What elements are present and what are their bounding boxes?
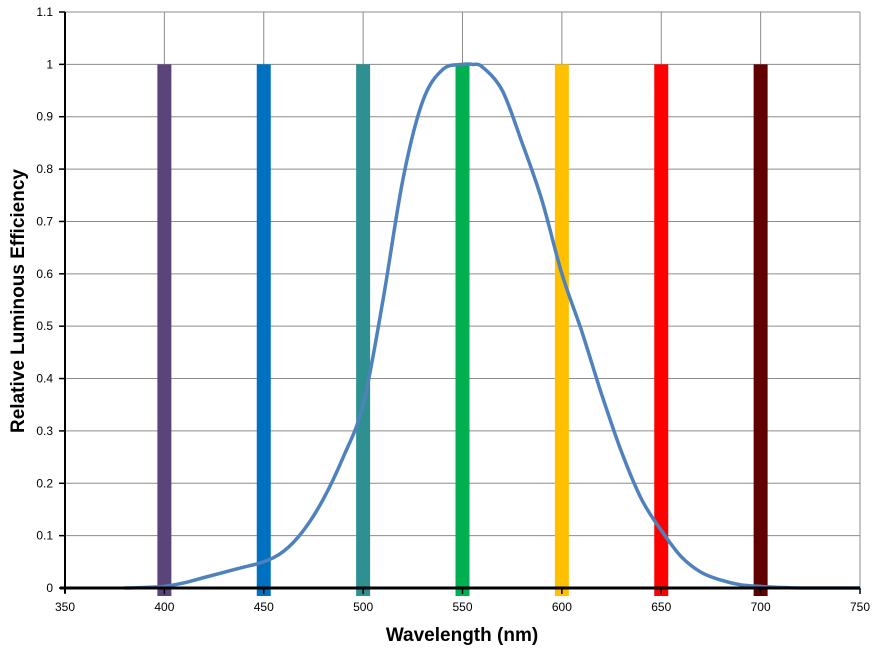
tick-labels: 350 400 450 500 550 600 650 700 750 0 0.1 0.2 0.3 0.4… xyxy=(36,5,870,614)
y-tick-label-0: 0 xyxy=(46,581,53,595)
wavelength-bar-700 xyxy=(753,64,768,596)
wavelength-bar-600 xyxy=(554,64,569,596)
wavelength-bar-450 xyxy=(256,64,271,596)
x-tick-label-7: 700 xyxy=(751,600,771,614)
wavelength-bars xyxy=(157,64,768,596)
x-tick-label-2: 450 xyxy=(254,600,274,614)
x-tick-label-4: 550 xyxy=(452,600,472,614)
wavelength-bar-650 xyxy=(654,64,669,596)
x-axis-title: Wavelength (nm) xyxy=(386,625,538,646)
y-axis-title: Relative Luminous Efficiency xyxy=(8,169,29,433)
y-tick-label-2: 0.2 xyxy=(36,476,53,490)
x-tick-label-5: 600 xyxy=(552,600,572,614)
y-tick-label-3: 0.3 xyxy=(36,424,53,438)
y-tick-label-7: 0.7 xyxy=(36,214,53,228)
x-tick-label-1: 400 xyxy=(154,600,174,614)
y-tick-label-8: 0.8 xyxy=(36,162,53,176)
wavelength-bar-500 xyxy=(356,64,371,596)
wavelength-bar-550 xyxy=(455,64,470,596)
series-line-0 xyxy=(124,62,860,590)
y-tick-label-6: 0.6 xyxy=(36,267,53,281)
x-tick-label-8: 750 xyxy=(850,600,870,614)
y-tick-label-5: 0.5 xyxy=(36,319,53,333)
axes xyxy=(59,11,861,594)
wavelength-bar-400 xyxy=(157,64,172,596)
x-tick-label-0: 350 xyxy=(55,600,75,614)
y-tick-label-11: 1.1 xyxy=(36,5,53,19)
y-tick-label-9: 0.9 xyxy=(36,110,53,124)
luminous-efficiency-series xyxy=(124,62,860,590)
y-tick-label-4: 0.4 xyxy=(36,372,53,386)
x-tick-label-6: 650 xyxy=(651,600,671,614)
y-tick-label-10: 1 xyxy=(46,57,53,71)
y-tick-label-1: 0.1 xyxy=(36,529,53,543)
x-tick-label-3: 500 xyxy=(353,600,373,614)
